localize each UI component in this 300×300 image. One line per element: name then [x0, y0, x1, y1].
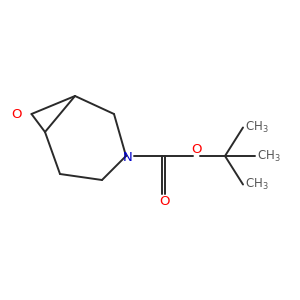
- Text: CH$_3$: CH$_3$: [245, 177, 269, 192]
- Text: O: O: [11, 107, 22, 121]
- Text: CH$_3$: CH$_3$: [245, 120, 269, 135]
- Text: O: O: [191, 143, 202, 156]
- Text: CH$_3$: CH$_3$: [257, 148, 281, 164]
- Text: N: N: [123, 151, 132, 164]
- Text: O: O: [160, 195, 170, 208]
